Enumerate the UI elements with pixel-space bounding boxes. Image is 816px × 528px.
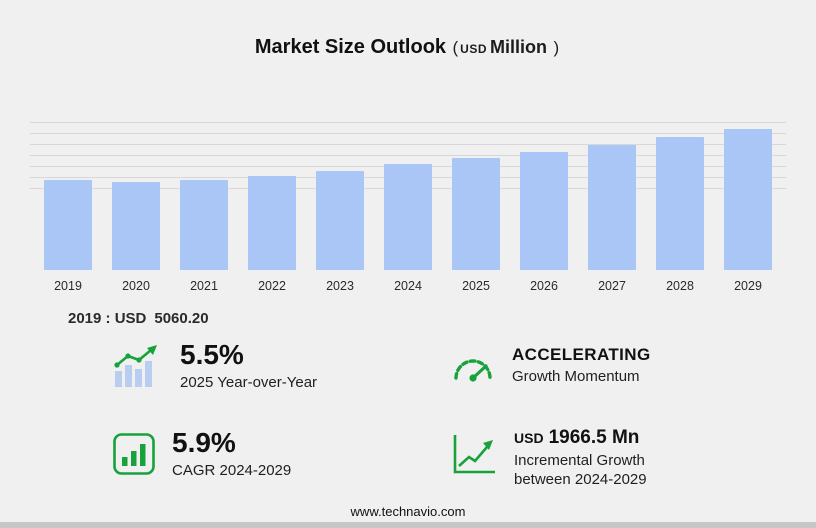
title-close-paren: ): [553, 38, 560, 57]
title-unit-label: Million: [490, 37, 547, 57]
x-tick-label: 2022: [258, 279, 286, 293]
stat-incremental-currency: USD: [514, 429, 544, 446]
stat-incremental-number: 1966.5 Mn: [548, 426, 640, 448]
stat-cagr: 5.9% CAGR 2024-2029: [112, 419, 450, 490]
bar-2019: [44, 180, 92, 270]
stat-cagr-text: 5.9% CAGR 2024-2029: [172, 426, 292, 481]
title-unit: (USD Million ): [450, 37, 561, 57]
bar-2029: [724, 129, 772, 270]
stat-yoy-text: 5.5% 2025 Year-over-Year: [180, 339, 318, 393]
stat-yoy: 5.5% 2025 Year-over-Year: [112, 339, 450, 393]
stat-yoy-value: 5.5%: [180, 339, 244, 370]
bar-2023: [316, 171, 364, 270]
stat-momentum-value: ACCELERATING: [512, 345, 651, 365]
incremental-growth-icon: [450, 431, 498, 477]
x-tick-label: 2019: [54, 279, 82, 293]
x-axis-labels: 2019 2020 2021 2022 2023 2024 2025 2026 2027 2028…: [30, 279, 786, 293]
stat-incremental: USD 1966.5 Mn Incremental Growth between …: [450, 419, 712, 490]
bar-2026: [520, 152, 568, 270]
stat-cagr-label: CAGR 2024-2029: [172, 461, 292, 479]
baseline-label: 2019 : USD: [68, 310, 147, 327]
stats-grid: 5.5% 2025 Year-over-Year ACCELERATING Gr…: [112, 339, 712, 490]
stat-momentum: ACCELERATING Growth Momentum: [450, 340, 712, 393]
x-tick-label: 2021: [190, 279, 218, 293]
chart-plot-area: [30, 96, 786, 270]
bar-2027: [588, 145, 636, 270]
bar-2021: [180, 180, 228, 270]
market-size-bar-chart: 2019 2020 2021 2022 2023 2024 2025 2026 2027 2028…: [30, 96, 786, 293]
baseline-2019-value: 2019 : USD 5060.20: [68, 310, 209, 327]
stat-incremental-text: USD 1966.5 Mn Incremental Growth between …: [514, 419, 647, 490]
gridline: [30, 155, 786, 156]
gridline: [30, 133, 786, 134]
bars: [44, 96, 772, 270]
title-open-paren: (: [452, 38, 459, 57]
x-tick-label: 2023: [326, 279, 354, 293]
stat-yoy-label: 2025 Year-over-Year: [180, 373, 318, 391]
bottom-strip: [0, 522, 816, 528]
x-tick-label: 2026: [530, 279, 558, 293]
bar-2022: [248, 176, 296, 270]
stat-incremental-label-line2: between 2024-2029: [514, 471, 647, 489]
bar-2025: [452, 158, 500, 270]
gridline: [30, 144, 786, 145]
gridline: [30, 122, 786, 123]
stat-cagr-value: 5.9%: [172, 426, 236, 458]
x-tick-label: 2029: [734, 279, 762, 293]
bar-2020: [112, 182, 160, 270]
x-tick-label: 2024: [394, 279, 422, 293]
title-main: Market Size Outlook: [254, 36, 447, 58]
speedometer-icon: [450, 345, 496, 387]
baseline-number: 5060.20: [154, 310, 209, 327]
x-tick-label: 2027: [598, 279, 626, 293]
stat-incremental-label-line1: Incremental Growth: [514, 452, 645, 470]
page-title: Market Size Outlook (USD Million ): [0, 36, 816, 59]
bar-2024: [384, 164, 432, 270]
x-tick-label: 2025: [462, 279, 490, 293]
stat-momentum-label: Growth Momentum: [512, 367, 640, 385]
stat-incremental-value: USD 1966.5 Mn: [514, 419, 647, 450]
x-tick-label: 2020: [122, 279, 150, 293]
footer-url[interactable]: www.technavio.com: [350, 504, 466, 519]
bar-2028: [656, 137, 704, 270]
title-currency: USD: [460, 42, 487, 56]
stat-momentum-text: ACCELERATING Growth Momentum: [512, 345, 651, 386]
growth-bars-icon: [112, 343, 164, 389]
cagr-box-icon: [112, 432, 156, 476]
x-tick-label: 2028: [666, 279, 694, 293]
